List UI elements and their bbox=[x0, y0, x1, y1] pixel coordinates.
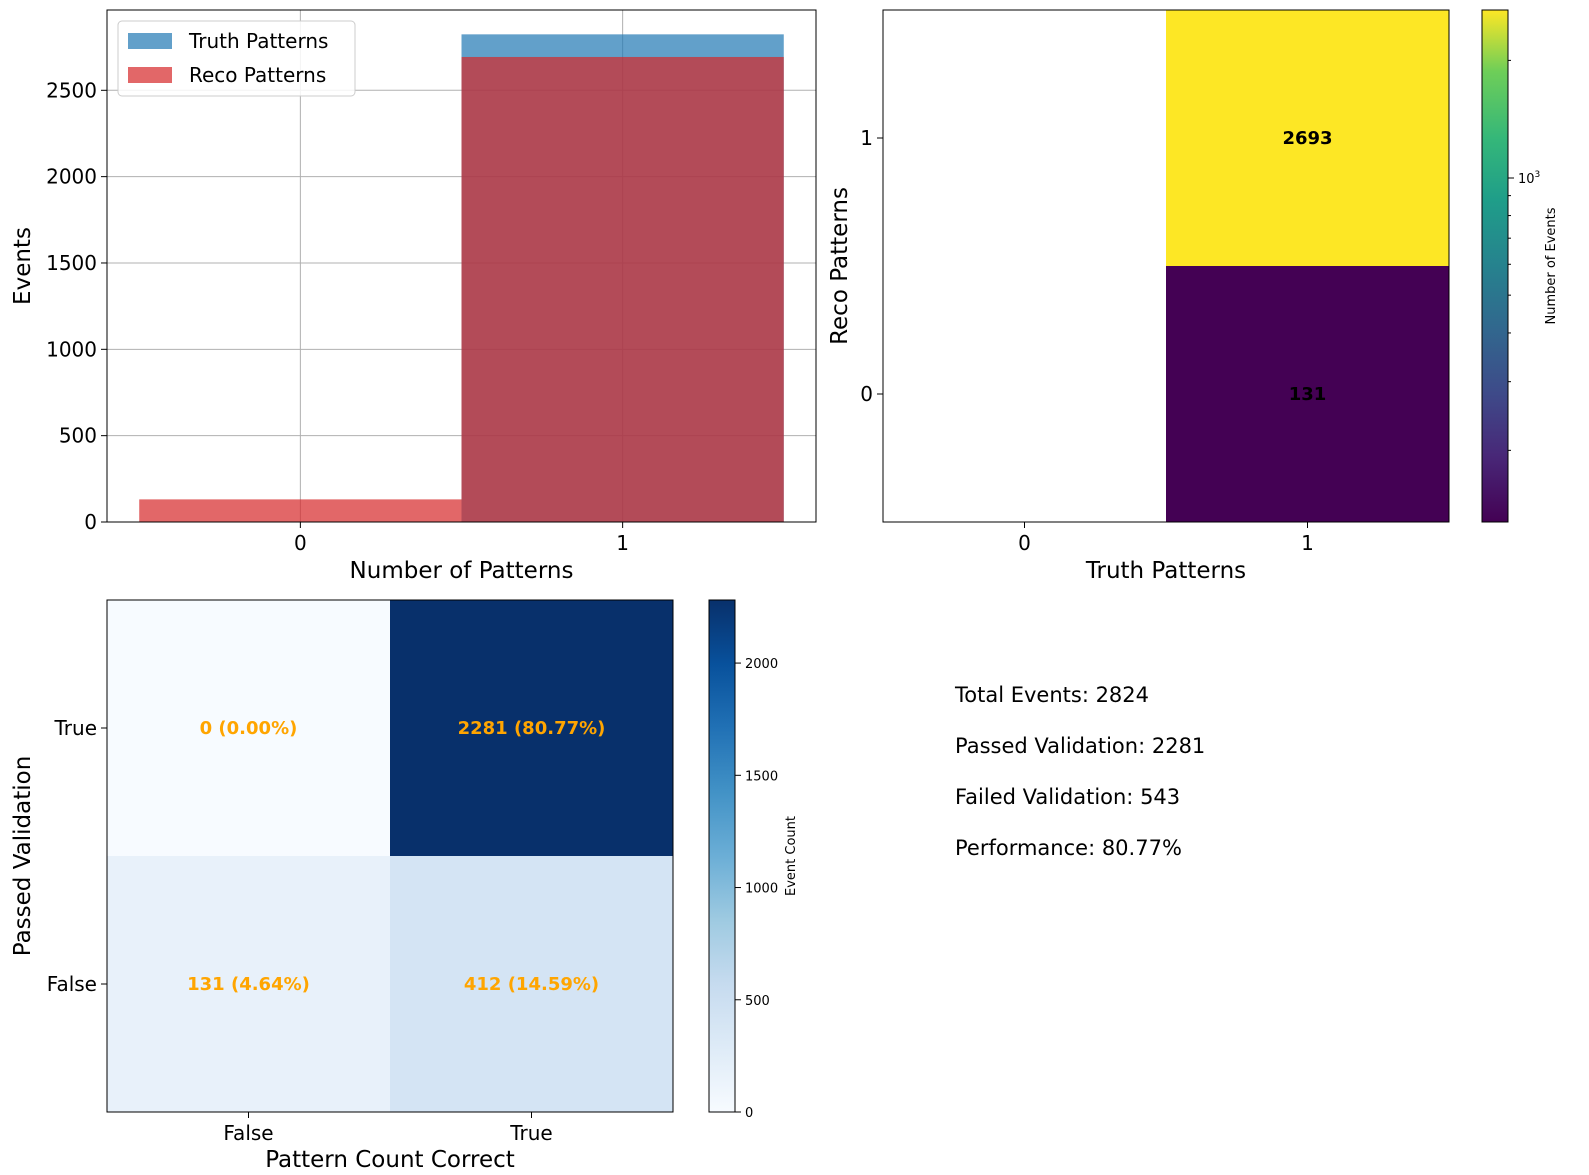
bar-chart-y-tick-label: 1000 bbox=[46, 337, 97, 361]
truth-reco-heatmap-y-label: Reco Patterns bbox=[827, 187, 853, 345]
validation-heatmap-panel: 0 (0.00%) 2281 (80.77%) 131 (4.64%) 412 (14… bbox=[10, 599, 799, 1173]
validation-heatmap-ticks: False True False True bbox=[47, 716, 553, 1145]
validation-cell-label: 0 (0.00%) bbox=[200, 718, 298, 739]
blues-colorbar-ticks: 0 500 1000 1500 2000 bbox=[735, 657, 778, 1121]
viridis-colorbar-label: Number of Events bbox=[1544, 207, 1559, 324]
truth-reco-heatmap-panel: 2693 131 0 1 0 1 Truth Patterns Reco Pattern… bbox=[827, 9, 1559, 584]
blues-colorbar-tick-label: 0 bbox=[745, 1106, 753, 1121]
bar-reco-patterns-0 bbox=[139, 499, 462, 522]
blues-colorbar-tick-label: 500 bbox=[745, 994, 770, 1009]
truth-reco-heatmap-cells: 2693 131 bbox=[1166, 10, 1449, 522]
bar-chart-bars bbox=[139, 34, 784, 523]
legend-label-truth: Truth Patterns bbox=[188, 29, 328, 53]
blues-colorbar-label: Event Count bbox=[784, 816, 799, 896]
validation-heatmap-y-label: Passed Validation bbox=[10, 756, 36, 957]
viridis-colorbar-gradient bbox=[1481, 9, 1509, 523]
heatmap-cell-1-1 bbox=[1166, 10, 1449, 266]
validation-heatmap-frame bbox=[106, 599, 674, 1113]
truth-reco-heatmap-frame bbox=[882, 9, 1450, 523]
legend-label-reco: Reco Patterns bbox=[189, 63, 326, 87]
heatmap-y-tick-label: 1 bbox=[860, 126, 873, 150]
validation-heatmap-cells: 0 (0.00%) 2281 (80.77%) 131 (4.64%) 412 (14… bbox=[107, 600, 673, 1112]
validation-cell-label: 412 (14.59%) bbox=[464, 974, 599, 995]
summary-passed-validation: Passed Validation: 2281 bbox=[955, 734, 1205, 758]
heatmap-x-tick-label: 0 bbox=[1018, 531, 1031, 555]
summary-failed-validation: Failed Validation: 543 bbox=[955, 785, 1180, 809]
heatmap-x-tick-label: 1 bbox=[1301, 531, 1314, 555]
validation-cell-False-False bbox=[107, 856, 390, 1112]
bar-chart-y-ticks: 0 500 1000 1500 2000 2500 bbox=[46, 78, 107, 534]
bar-chart-y-tick-label: 1500 bbox=[46, 251, 97, 275]
heatmap-cell-label: 131 bbox=[1289, 384, 1327, 405]
bar-chart-x-tick-label: 1 bbox=[616, 531, 629, 555]
bar-chart-x-label: Number of Patterns bbox=[350, 558, 574, 584]
legend-swatch-reco bbox=[128, 67, 172, 83]
bar-chart-frame bbox=[106, 9, 817, 523]
validation-x-tick-label: False bbox=[223, 1121, 273, 1145]
truth-reco-heatmap-ticks: 0 1 0 1 bbox=[860, 126, 1314, 555]
summary-performance: Performance: 80.77% bbox=[955, 836, 1182, 860]
blues-colorbar-gradient bbox=[708, 599, 736, 1113]
validation-cell-True-True bbox=[390, 600, 673, 856]
heatmap-y-tick-label: 0 bbox=[860, 382, 873, 406]
validation-y-tick-label: True bbox=[54, 716, 97, 740]
legend-frame bbox=[117, 20, 356, 97]
validation-cell-True-False bbox=[390, 856, 673, 1112]
blues-colorbar-tick-label: 1000 bbox=[745, 882, 778, 897]
heatmap-cell-1-0 bbox=[1166, 266, 1449, 522]
summary-total-events: Total Events: 2824 bbox=[954, 683, 1149, 707]
bar-chart-x-tick-label: 0 bbox=[294, 531, 307, 555]
heatmap-cell-label: 2693 bbox=[1282, 128, 1332, 149]
validation-heatmap-x-label: Pattern Count Correct bbox=[265, 1147, 515, 1173]
bar-chart-y-tick-label: 2500 bbox=[46, 78, 97, 102]
viridis-colorbar-minor-ticks bbox=[1508, 59, 1511, 451]
truth-reco-heatmap-x-label: Truth Patterns bbox=[1085, 558, 1246, 584]
bar-chart-legend: Truth Patterns Reco Patterns bbox=[117, 20, 356, 97]
viridis-colorbar-tick-label: 103 bbox=[1518, 170, 1540, 187]
bar-chart-y-tick-label: 500 bbox=[59, 424, 97, 448]
viridis-colorbar: 103 Number of Events bbox=[1481, 9, 1559, 523]
bar-chart-y-label: Events bbox=[10, 227, 36, 305]
summary-stats: Total Events: 2824 Passed Validation: 22… bbox=[954, 683, 1205, 860]
blues-colorbar: 0 500 1000 1500 2000 Event Count bbox=[708, 599, 799, 1121]
validation-y-tick-label: False bbox=[47, 972, 97, 996]
bar-reco-patterns-1 bbox=[461, 56, 784, 523]
blues-colorbar-tick-label: 1500 bbox=[745, 769, 778, 784]
validation-cell-label: 131 (4.64%) bbox=[187, 974, 310, 995]
validation-cell-False-True bbox=[107, 600, 390, 856]
legend-swatch-truth bbox=[128, 33, 172, 49]
bar-chart-y-tick-label: 2000 bbox=[46, 165, 97, 189]
validation-cell-label: 2281 (80.77%) bbox=[458, 718, 606, 739]
blues-colorbar-tick-label: 2000 bbox=[745, 657, 778, 672]
bar-chart-y-tick-label: 0 bbox=[84, 510, 97, 534]
validation-x-tick-label: True bbox=[509, 1121, 552, 1145]
